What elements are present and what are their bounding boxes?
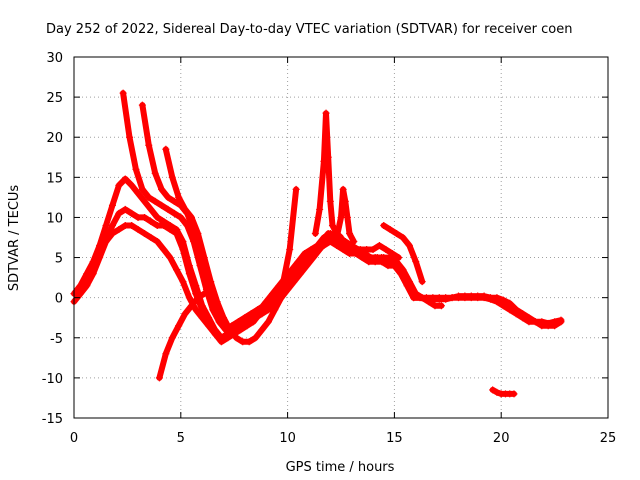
x-axis: 0 5 10 15 20 25: [70, 57, 616, 446]
y-tick-label: 5: [55, 252, 63, 267]
y-tick-label: 30: [46, 51, 63, 66]
series-trace: [489, 386, 517, 397]
x-tick-label: 25: [600, 431, 617, 446]
series-arc-7: [155, 234, 445, 382]
y-tick-label: 20: [46, 131, 63, 146]
series-arc-9: [489, 386, 518, 398]
series-arc-1: [70, 175, 398, 342]
series-spike-12.6h: [333, 185, 358, 246]
y-tick-label: 10: [46, 211, 63, 226]
series-arc-8: [380, 221, 426, 286]
chart-title: Day 252 of 2022, Sidereal Day-to-day VTE…: [46, 22, 572, 37]
series-arc-4: [119, 89, 403, 334]
y-tick-label: 25: [46, 91, 63, 106]
grid: [74, 57, 608, 418]
y-axis-label: SDTVAR / TECUs: [7, 185, 22, 292]
series-trace: [139, 102, 300, 333]
x-tick-label: 15: [386, 431, 403, 446]
x-tick-label: 5: [177, 431, 185, 446]
data-series: [70, 89, 565, 398]
y-tick-label: 15: [46, 171, 63, 186]
x-tick-label: 10: [279, 431, 296, 446]
plot-frame: [73, 56, 609, 419]
y-tick-label: -15: [42, 412, 63, 427]
y-tick-label: -5: [50, 332, 63, 347]
x-axis-label: GPS time / hours: [286, 460, 395, 475]
y-tick-label: 0: [55, 292, 63, 307]
series-trace: [333, 186, 357, 245]
y-tick-label: -10: [42, 372, 63, 387]
series-trace: [103, 222, 564, 341]
x-tick-label: 20: [493, 431, 510, 446]
series-trace: [120, 90, 402, 333]
x-tick-label: 0: [70, 431, 78, 446]
series-trace: [380, 222, 426, 285]
series-trace: [312, 110, 344, 241]
y-axis: -15 -10 -5 0 5 10 15 20 25 30: [42, 51, 608, 427]
series-trace: [156, 234, 445, 381]
